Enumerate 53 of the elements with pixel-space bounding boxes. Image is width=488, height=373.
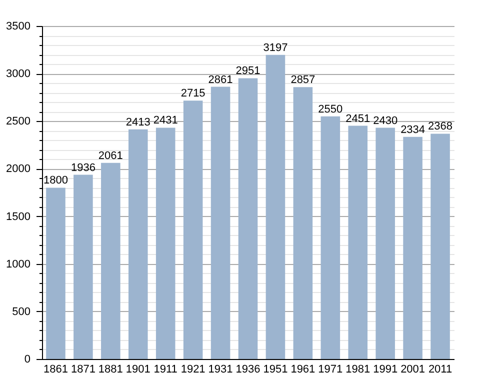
bar bbox=[430, 134, 450, 359]
bar bbox=[266, 54, 286, 359]
bar bbox=[128, 129, 148, 359]
x-tick-label: 1881 bbox=[98, 364, 123, 373]
x-tick-label: 1901 bbox=[126, 364, 150, 373]
x-tick-label: 1991 bbox=[373, 364, 398, 373]
y-tick-label: 1500 bbox=[6, 210, 30, 223]
bar bbox=[293, 87, 313, 359]
data-label: 2857 bbox=[290, 74, 316, 86]
x-tick-label: 1971 bbox=[318, 364, 343, 373]
data-label: 2368 bbox=[428, 120, 453, 133]
bar bbox=[403, 136, 422, 359]
y-tick-label: 2000 bbox=[6, 163, 30, 176]
data-label: 2334 bbox=[400, 124, 426, 136]
x-tick-label: 1861 bbox=[43, 364, 68, 373]
bar bbox=[238, 78, 258, 359]
y-tick-label: 3500 bbox=[6, 20, 30, 32]
data-label: 2431 bbox=[153, 114, 178, 127]
bar bbox=[156, 128, 176, 359]
x-tick-label: 1981 bbox=[346, 364, 370, 373]
bar bbox=[101, 162, 120, 359]
data-label: 2861 bbox=[208, 74, 233, 86]
x-tick-label: 1911 bbox=[154, 364, 178, 373]
y-tick-label: 500 bbox=[12, 306, 30, 318]
data-label: 1800 bbox=[43, 174, 68, 187]
data-label: 2413 bbox=[126, 116, 150, 128]
data-label: 3197 bbox=[263, 42, 288, 54]
data-label: 1936 bbox=[70, 162, 96, 174]
x-tick-label: 1921 bbox=[180, 364, 206, 373]
bar bbox=[183, 100, 203, 359]
x-tick-label: 1961 bbox=[290, 364, 316, 373]
data-label: 2061 bbox=[98, 150, 123, 162]
bar bbox=[210, 86, 230, 359]
x-tick-label: 2001 bbox=[400, 364, 426, 373]
y-tick-label: 1000 bbox=[6, 258, 30, 270]
data-label: 2715 bbox=[180, 88, 206, 100]
x-tick-label: 2011 bbox=[428, 364, 452, 373]
bar bbox=[74, 174, 93, 359]
y-tick-label: 3000 bbox=[6, 68, 30, 80]
x-tick-label: 1936 bbox=[236, 364, 260, 373]
x-tick-label: 1931 bbox=[208, 364, 233, 373]
y-tick-label: 0 bbox=[24, 354, 30, 366]
data-label: 2550 bbox=[318, 103, 343, 116]
bar bbox=[348, 126, 368, 359]
data-label: 2951 bbox=[236, 65, 260, 78]
bar bbox=[376, 128, 395, 359]
y-tick-label: 2500 bbox=[6, 116, 30, 128]
x-tick-label: 1871 bbox=[70, 364, 96, 373]
data-label: 2451 bbox=[346, 112, 370, 125]
data-label: 2430 bbox=[373, 114, 398, 127]
bar bbox=[46, 188, 66, 359]
bar bbox=[320, 116, 340, 359]
x-tick-label: 1951 bbox=[263, 364, 288, 373]
